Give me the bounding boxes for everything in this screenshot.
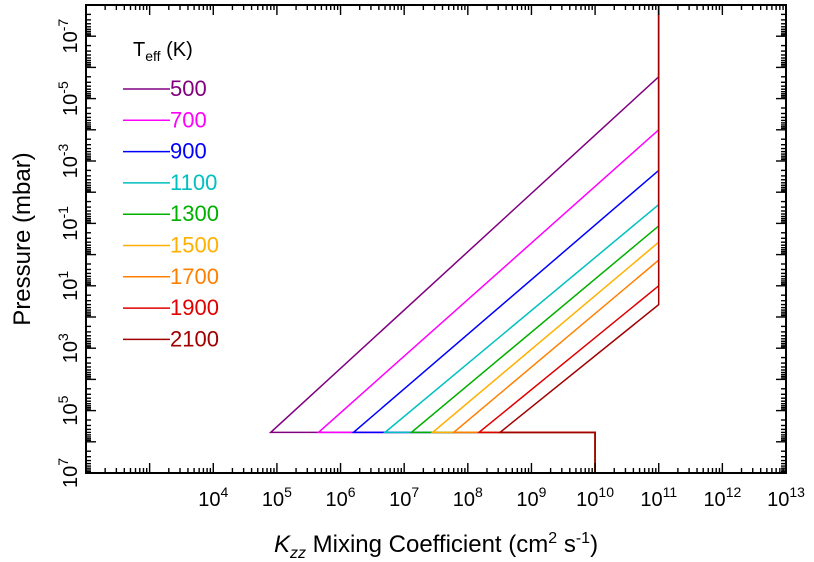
y-tick-label: 10-5 — [55, 81, 82, 116]
x-tick-label: 1013 — [767, 484, 805, 511]
x-label-sup1: 2 — [548, 530, 557, 547]
legend-item-1700: 1700 — [123, 264, 219, 289]
y-tick-base: 10 — [60, 156, 82, 178]
plot-frame — [85, 4, 787, 474]
x-tick-base: 10 — [640, 489, 662, 511]
legend-item-500: 500 — [123, 76, 207, 101]
x-tick-label: 1012 — [703, 484, 741, 511]
legend-title-main: T — [133, 39, 145, 61]
x-tick-exponent: 9 — [539, 484, 547, 500]
y-tick-base: 10 — [60, 403, 82, 425]
legend-item-1900: 1900 — [123, 295, 219, 320]
x-tick-label: 1011 — [640, 484, 677, 511]
legend-item-1300: 1300 — [123, 201, 219, 226]
legend-item-700: 700 — [123, 107, 207, 132]
x-tick-label: 108 — [453, 484, 483, 511]
x-label-mid: s — [557, 531, 576, 558]
y-tick-label: 105 — [55, 395, 82, 425]
y-tick-exponent: 3 — [55, 333, 71, 341]
x-label-rest: Mixing Coefficient (cm — [306, 531, 548, 558]
x-label-close: ) — [590, 531, 598, 558]
y-tick-label: 103 — [55, 333, 82, 363]
y-axis-label: Pressure (mbar) — [9, 152, 36, 325]
x-tick-exponent: 6 — [348, 484, 356, 500]
x-tick-base: 10 — [262, 489, 284, 511]
legend-item-1500: 1500 — [123, 233, 219, 258]
x-tick-exponent: 7 — [411, 484, 419, 500]
y-tick-label: 10-3 — [55, 143, 82, 178]
x-tick-label: 105 — [262, 484, 292, 511]
legend-label: 700 — [170, 107, 207, 132]
x-tick-exponent: 10 — [598, 484, 614, 500]
y-tick-label: 107 — [55, 458, 82, 488]
y-tick-exponent: 7 — [55, 458, 71, 466]
x-tick-labels: 104 105 106 107 108 109 1010 1011 1012 1013 — [198, 484, 805, 511]
x-tick-label: 106 — [326, 484, 356, 511]
x-label-sup2: -1 — [576, 530, 590, 547]
x-tick-base: 10 — [198, 489, 220, 511]
legend-label: 2100 — [170, 326, 219, 351]
legend-label: 1300 — [170, 201, 219, 226]
y-tick-label: 101 — [55, 271, 82, 301]
legend-label: 1500 — [170, 233, 219, 258]
y-tick-label: 10-1 — [55, 206, 82, 241]
x-tick-label: 1010 — [576, 484, 614, 511]
legend-item-2100: 2100 — [123, 326, 219, 351]
legend-label: 900 — [170, 139, 207, 164]
series-line-1100 — [382, 5, 660, 473]
series-line-900 — [351, 5, 660, 473]
y-tick-base: 10 — [60, 341, 82, 363]
y-tick-exponent: -3 — [55, 143, 71, 156]
x-tick-exponent: 4 — [220, 484, 228, 500]
y-tick-exponent: -7 — [55, 19, 71, 32]
x-tick-exponent: 5 — [284, 484, 292, 500]
y-tick-exponent: 1 — [55, 271, 71, 279]
x-label-italic: K — [274, 531, 291, 558]
x-tick-base: 10 — [453, 489, 475, 511]
x-tick-base: 10 — [326, 489, 348, 511]
y-tick-base: 10 — [60, 466, 82, 488]
x-tick-base: 10 — [389, 489, 411, 511]
series-line-2100 — [497, 5, 660, 473]
x-tick-label: 107 — [389, 484, 419, 511]
legend-label: 1900 — [170, 295, 219, 320]
y-tick-base: 10 — [60, 94, 82, 116]
x-axis-label: Kzz Mixing Coefficient (cm2 s-1) — [274, 530, 598, 562]
legend-title: Teff (K) — [133, 39, 193, 64]
series-line-1500 — [430, 5, 660, 473]
legend-label: 500 — [170, 76, 207, 101]
legend: Teff (K) 500 700 900 1100 1300 1500 1700 1900 21… — [123, 39, 219, 351]
y-tick-label: 10-7 — [55, 19, 82, 54]
legend-items: 500 700 900 1100 1300 1500 1700 1900 2100 — [123, 76, 219, 351]
legend-label: 1700 — [170, 264, 219, 289]
series-line-1900 — [476, 5, 660, 473]
legend-item-900: 900 — [123, 139, 207, 164]
legend-label: 1100 — [170, 170, 217, 195]
x-tick-exponent: 8 — [475, 484, 483, 500]
legend-item-1100: 1100 — [123, 170, 217, 195]
y-tick-base: 10 — [60, 219, 82, 241]
x-tick-exponent: 12 — [726, 484, 742, 500]
x-tick-exponent: 13 — [789, 484, 805, 500]
legend-title-sub: eff — [145, 48, 160, 64]
x-tick-base: 10 — [703, 489, 725, 511]
x-label-sub: zz — [289, 545, 306, 562]
x-tick-base: 10 — [576, 489, 598, 511]
y-tick-base: 10 — [60, 31, 82, 53]
legend-title-rest: (K) — [161, 39, 193, 61]
x-tick-label: 104 — [198, 484, 228, 511]
y-tick-exponent: -5 — [55, 81, 71, 94]
x-tick-exponent: 11 — [663, 484, 678, 500]
x-tick-base: 10 — [767, 489, 789, 511]
y-tick-base: 10 — [60, 279, 82, 301]
series-line-1700 — [451, 5, 660, 473]
x-tick-base: 10 — [516, 489, 538, 511]
series-line-500 — [268, 5, 660, 473]
x-tick-label: 109 — [516, 484, 546, 511]
y-tick-exponent: 5 — [55, 395, 71, 403]
y-tick-exponent: -1 — [55, 206, 71, 219]
series-layer — [268, 5, 660, 473]
